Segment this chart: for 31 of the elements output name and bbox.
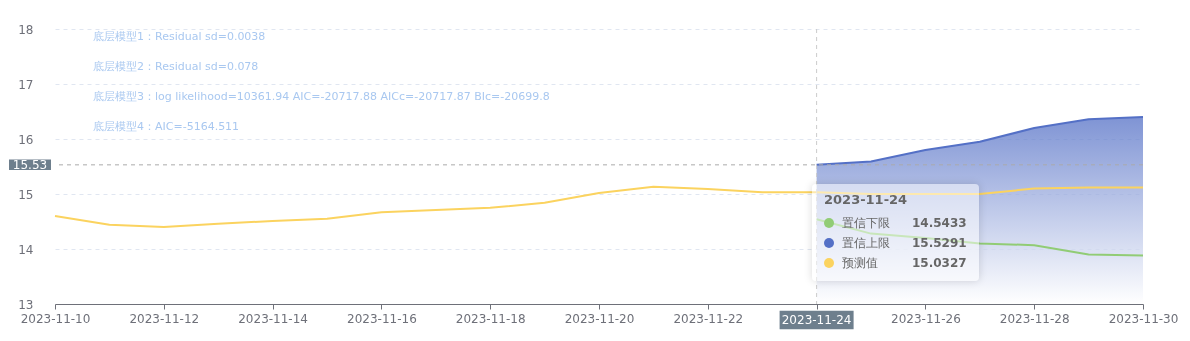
annotation: 底层模型1：Residual sd=0.0038 [93,29,267,45]
annotation: 底层模型2：Residual sd=0.078 [93,59,260,75]
y-tick-label: 15 [18,187,34,202]
annotation: 14.5433 [912,215,967,232]
x-tick-label: 2023-11-28 [999,311,1070,326]
annotation: 15.0327 [912,255,967,272]
annotation: 底层模型4：AIC=-5164.511 [93,119,241,135]
y-tick-label: 13 [18,297,34,312]
x-tick-label: 2023-11-20 [564,311,635,326]
x-tick-label: 2023-11-18 [455,311,526,326]
legend-label: 置信上限 [842,235,891,252]
y-tick-label: 14 [18,242,34,257]
x-tick-label: 2023-11-30 [1108,311,1179,326]
legend-label: 置信下限 [842,215,891,232]
ref-line-label: 2023-11-24 [824,192,909,207]
line-series [815,218,1144,257]
x-tick-label: 2023-11-22 [673,311,744,326]
annotation: 底层模型3：log likelihood=10361.94 AIC=-20717.88 AICc=-20717.87 BIc=-20699.8 [93,89,550,105]
y-tick-label: 16 [18,132,34,147]
ref-line-label: 15.53 [12,157,48,172]
annotation: 15.5291 [912,235,967,252]
x-tick-label: 2023-11-12 [129,311,200,326]
x-tick-label: 2023-11-24 [781,313,852,327]
legend-label: 预测值 [842,255,879,272]
x-tick-label: 2023-11-16 [347,311,417,326]
line-series [54,185,1144,228]
x-tick-label: 2023-11-10 [20,311,91,326]
x-tick-label: 2023-11-26 [891,311,961,326]
y-tick-label: 18 [18,22,34,37]
x-tick-label: 2023-11-14 [238,311,308,326]
y-tick-label: 17 [18,77,34,92]
